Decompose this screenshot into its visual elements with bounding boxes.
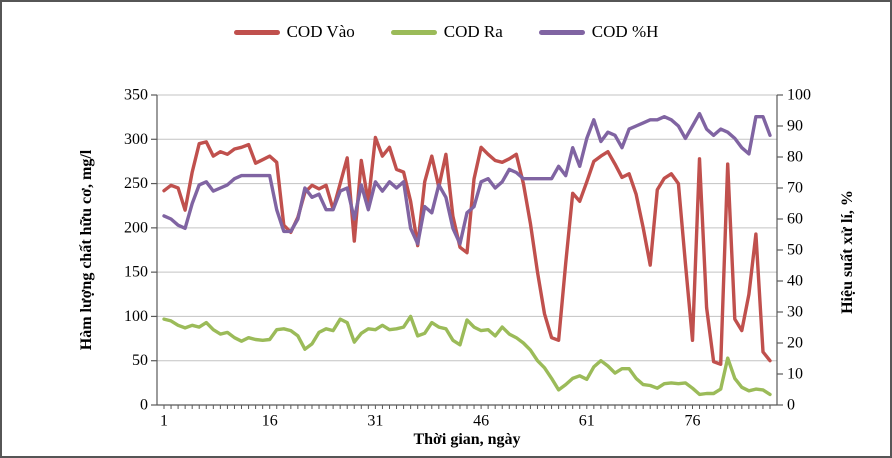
y-left-tick-label: 50 [132,352,148,369]
y-right-tick-label: 80 [787,149,803,166]
series-line-1 [162,314,772,397]
y-left-tick-label: 100 [124,308,148,325]
y-left-tick-label: 200 [124,219,148,236]
legend-line-swatch-green [390,29,437,35]
legend-line-swatch-red [233,29,280,35]
legend-label-cod-ra: COD Ra [443,22,503,41]
x-tick-label: 61 [579,412,595,429]
y-right-tick-label: 50 [787,242,803,259]
x-tick-label: 31 [367,412,383,429]
x-tick-label: 76 [684,412,700,429]
y-left-tick-label: 250 [124,175,148,192]
y-right-tick-label: 0 [787,397,795,414]
y-axis-title-left: Hàm lượng chất hữu cơ, mg/l [78,149,95,351]
y-axis-title-right: Hiệu suất xử lí, % [839,190,856,314]
y-left-tick-label: 150 [124,264,148,281]
y-left-tick-label: 0 [140,397,148,414]
y-right-tick-label: 100 [787,87,811,104]
legend-label-cod-h: COD %H [591,22,659,41]
y-right-tick-label: 60 [787,211,803,228]
x-tick-label: 16 [262,412,278,429]
legend-line-swatch-purple [538,29,585,35]
x-tick-label: 46 [473,412,489,429]
y-right-tick-label: 20 [787,335,803,352]
x-tick-label: 1 [160,412,168,429]
series-line-2 [162,111,772,246]
y-right-tick-label: 30 [787,304,803,321]
legend-item-cod-ra: COD Ra [390,22,503,42]
legend-label-cod-vao: COD Vào [286,22,355,41]
chart-legend: COD Vào COD Ra COD %H [2,22,890,42]
legend-item-cod-h: COD %H [538,22,659,42]
y-right-tick-label: 10 [787,366,803,383]
y-right-tick-label: 40 [787,273,803,290]
y-right-tick-label: 70 [787,180,803,197]
y-right-tick-label: 90 [787,118,803,135]
x-axis-title: Thời gian, ngày [413,431,521,448]
legend-item-cod-vao: COD Vào [233,22,355,42]
y-left-tick-label: 350 [124,87,148,104]
series-line-0 [162,135,772,366]
y-left-tick-label: 300 [124,131,148,148]
